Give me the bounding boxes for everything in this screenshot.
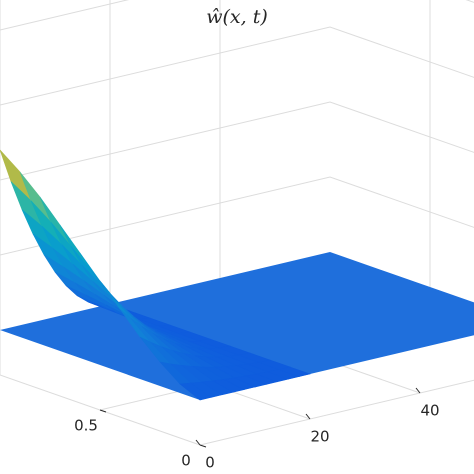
surface-plane [0, 252, 474, 400]
x-tick-label: 0.5 [74, 417, 98, 435]
chart-title: ŵ(x, t) [206, 6, 268, 28]
x-tick [199, 444, 207, 448]
surface [0, 149, 474, 401]
grid-line [199, 379, 474, 446]
y-tick [305, 413, 311, 420]
y-tick-label: 40 [420, 402, 439, 420]
surface-patch [277, 366, 312, 377]
y-tick [415, 387, 421, 394]
grid-line [0, 26, 474, 106]
x-tick-label: 0 [181, 452, 191, 470]
grid-line [0, 0, 474, 31]
y-tick-label: 0 [205, 454, 215, 472]
y-tick [195, 439, 201, 446]
y-tick-label: 20 [310, 428, 329, 446]
x-tick [99, 409, 107, 413]
grid-line [0, 176, 474, 256]
grid-line [0, 101, 474, 181]
axes-labels: 0 0.5 0 20 40 [74, 387, 440, 472]
